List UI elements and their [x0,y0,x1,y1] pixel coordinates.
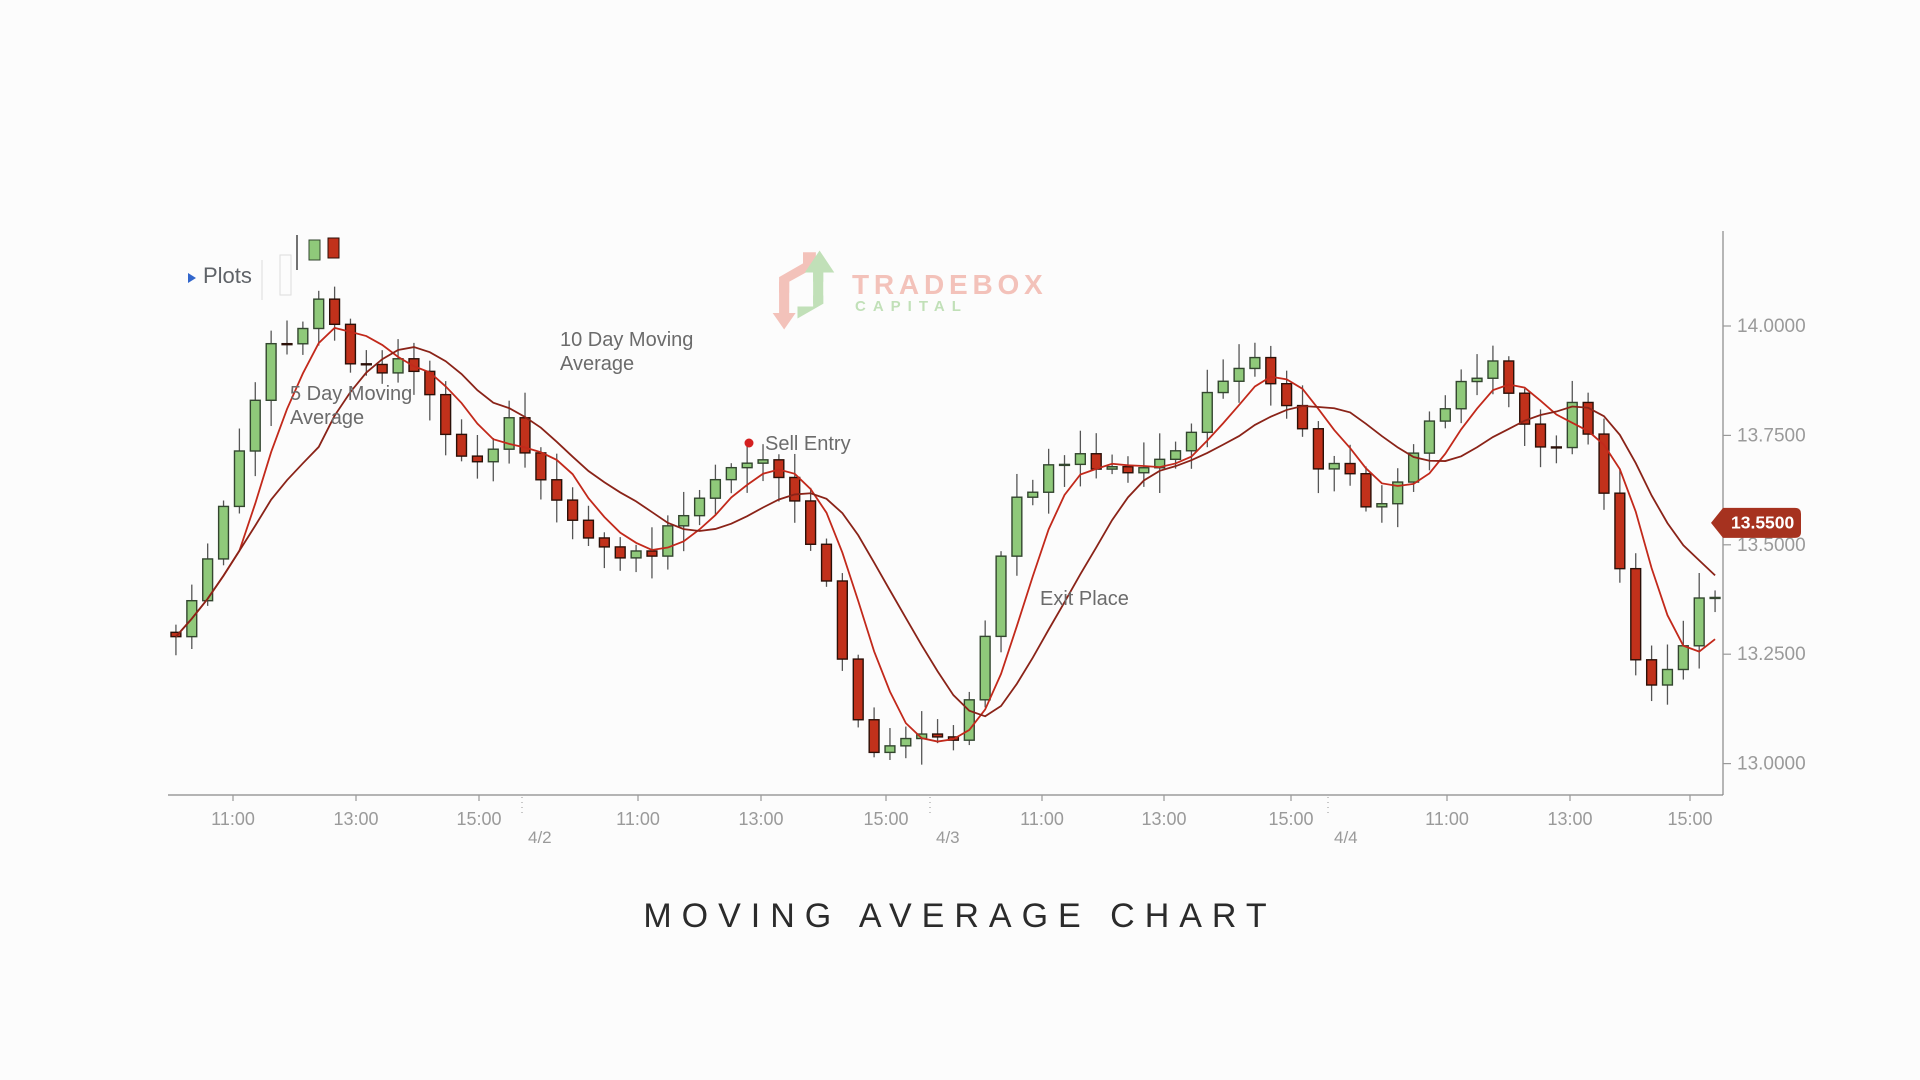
svg-text:15:00: 15:00 [1667,809,1712,829]
svg-text:14.0000: 14.0000 [1737,316,1806,337]
svg-text:4/4: 4/4 [1334,828,1358,847]
svg-text:5 Day Moving: 5 Day Moving [290,383,412,405]
svg-text:15:00: 15:00 [456,809,501,829]
svg-text:Exit Place: Exit Place [1040,588,1129,610]
svg-text:10 Day Moving: 10 Day Moving [560,329,693,351]
svg-text:4/3: 4/3 [936,828,960,847]
svg-text:13.5500: 13.5500 [1731,512,1795,532]
svg-text:11:00: 11:00 [1020,809,1064,829]
svg-text:13:00: 13:00 [738,809,783,829]
svg-text:4/2: 4/2 [528,828,552,847]
svg-text:15:00: 15:00 [1268,809,1313,829]
svg-text:13.2500: 13.2500 [1737,644,1806,665]
svg-text:13:00: 13:00 [1141,809,1186,829]
svg-text:TRADEBOX: TRADEBOX [852,269,1048,300]
svg-text:13:00: 13:00 [1547,809,1592,829]
svg-text:Plots: Plots [203,263,252,288]
svg-text:11:00: 11:00 [1425,809,1469,829]
svg-text:13.7500: 13.7500 [1737,425,1806,446]
svg-text:Average: Average [290,407,364,429]
svg-text:Sell Entry: Sell Entry [765,433,851,455]
svg-text:13.5000: 13.5000 [1737,535,1806,556]
svg-text:11:00: 11:00 [211,809,255,829]
svg-text:Average: Average [560,353,634,375]
svg-text:11:00: 11:00 [616,809,660,829]
svg-text:15:00: 15:00 [863,809,908,829]
svg-text:13:00: 13:00 [333,809,378,829]
svg-text:13.0000: 13.0000 [1737,754,1806,775]
svg-text:CAPITAL: CAPITAL [855,298,968,315]
